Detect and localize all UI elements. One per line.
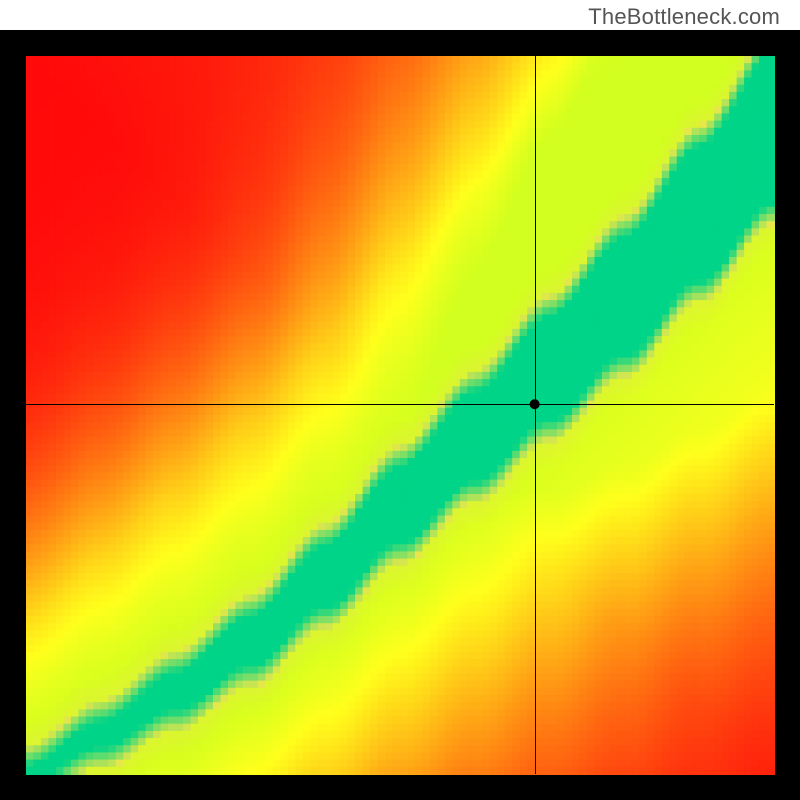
watermark-text: TheBottleneck.com [588,4,780,30]
bottleneck-heatmap [0,0,800,800]
chart-container: TheBottleneck.com [0,0,800,800]
